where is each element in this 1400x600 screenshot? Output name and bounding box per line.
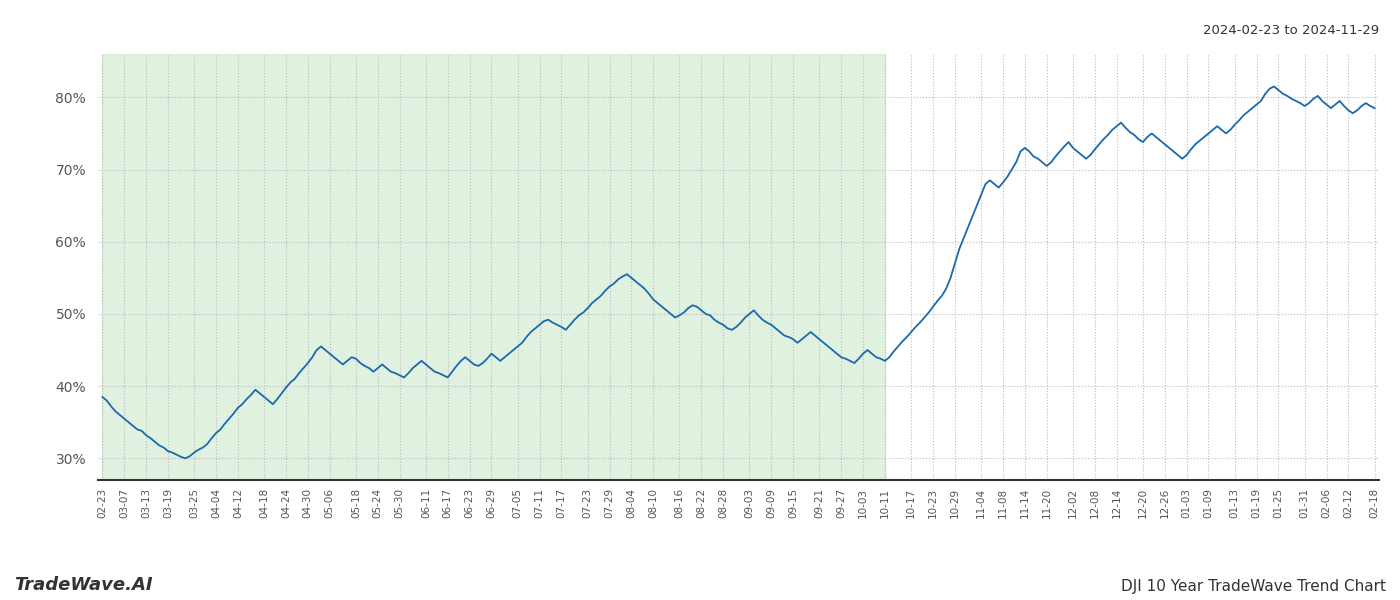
Text: TradeWave.AI: TradeWave.AI: [14, 576, 153, 594]
Bar: [102, 54, 885, 480]
Text: DJI 10 Year TradeWave Trend Chart: DJI 10 Year TradeWave Trend Chart: [1121, 579, 1386, 594]
Text: 2024-02-23 to 2024-11-29: 2024-02-23 to 2024-11-29: [1203, 24, 1379, 37]
